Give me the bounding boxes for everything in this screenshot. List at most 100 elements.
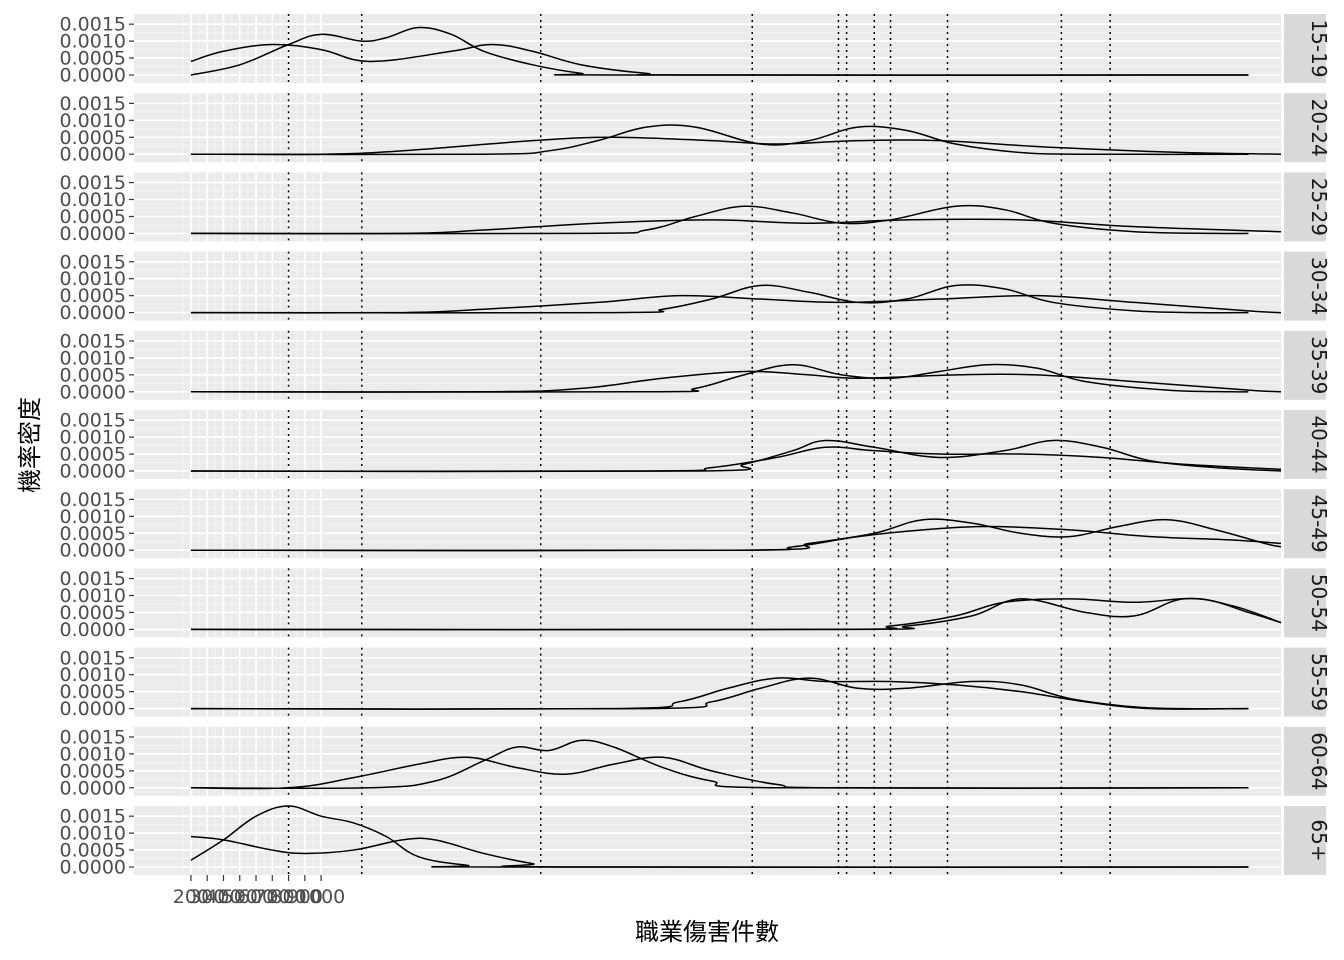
facet-strip-label: 50-54 bbox=[1307, 574, 1331, 632]
density-curve-25-29-2 bbox=[190, 204, 1249, 235]
density-curve-15-19-2 bbox=[190, 26, 1249, 76]
facet-strip bbox=[1284, 251, 1326, 321]
x-tick-label: 200 bbox=[173, 886, 209, 908]
facet-strip-label: 60-64 bbox=[1307, 732, 1331, 790]
density-curve-40-44-2 bbox=[190, 439, 1282, 473]
y-tick-label: 0.0015 bbox=[60, 568, 126, 590]
x-tick-label: 1000 bbox=[297, 886, 345, 908]
y-tick-label: 0.0005 bbox=[60, 48, 126, 70]
facet-strip bbox=[1284, 489, 1326, 559]
density-curve-35-39-2 bbox=[190, 363, 1249, 393]
facet-strip bbox=[1284, 172, 1326, 242]
facet-strip-label: 45-49 bbox=[1307, 495, 1331, 553]
facet-strip bbox=[1284, 647, 1326, 717]
y-tick-label: 0.0010 bbox=[60, 427, 126, 449]
y-tick-label: 0.0005 bbox=[60, 444, 126, 466]
y-tick-label: 0.0000 bbox=[60, 698, 126, 720]
y-tick-label: 0.0005 bbox=[60, 206, 126, 228]
y-tick-label: 0.0015 bbox=[60, 726, 126, 748]
facet-strip-label: 65+ bbox=[1307, 819, 1331, 861]
panel-background bbox=[134, 93, 1281, 163]
y-tick-label: 0.0015 bbox=[60, 806, 126, 828]
density-curve-30-34-2 bbox=[190, 284, 1249, 314]
y-tick-label: 0.0000 bbox=[60, 381, 126, 403]
y-tick-label: 0.0015 bbox=[60, 251, 126, 273]
x-tick-label: 300 bbox=[189, 886, 225, 908]
y-tick-label: 0.0015 bbox=[60, 172, 126, 194]
facet-strip bbox=[1284, 14, 1326, 83]
y-tick-label: 0.0010 bbox=[60, 585, 126, 607]
y-tick-label: 0.0010 bbox=[60, 823, 126, 845]
y-tick-label: 0.0005 bbox=[60, 523, 126, 545]
facet-strip bbox=[1284, 330, 1326, 400]
y-tick-label: 0.0010 bbox=[60, 506, 126, 528]
y-tick-label: 0.0000 bbox=[60, 461, 126, 483]
y-tick-label: 0.0000 bbox=[60, 777, 126, 799]
density-curve-60-64-2 bbox=[190, 739, 1249, 790]
density-curve-65+-2 bbox=[190, 805, 1249, 868]
panel-background bbox=[134, 14, 1281, 83]
y-tick-label: 0.0000 bbox=[60, 144, 126, 166]
y-tick-label: 0.0015 bbox=[60, 647, 126, 669]
facet-strip-label: 55-59 bbox=[1307, 653, 1331, 711]
x-tick-label: 600 bbox=[238, 886, 274, 908]
facet-strip-label: 40-44 bbox=[1307, 415, 1331, 473]
y-tick-label: 0.0010 bbox=[60, 268, 126, 290]
y-tick-label: 0.0000 bbox=[60, 857, 126, 879]
y-tick-label: 0.0010 bbox=[60, 664, 126, 686]
facet-strip bbox=[1284, 93, 1326, 163]
x-tick-label: 500 bbox=[222, 886, 258, 908]
panel-background bbox=[134, 568, 1281, 638]
y-tick-label: 0.0005 bbox=[60, 840, 126, 862]
panel-background bbox=[134, 330, 1281, 400]
y-tick-label: 0.0000 bbox=[60, 619, 126, 641]
x-axis-title: 職業傷害件數 bbox=[635, 918, 779, 946]
y-tick-label: 0.0015 bbox=[60, 489, 126, 511]
density-curve-30-34-1 bbox=[190, 294, 1282, 314]
x-tick-label: 400 bbox=[205, 886, 241, 908]
y-tick-label: 0.0000 bbox=[60, 223, 126, 245]
y-tick-label: 0.0015 bbox=[60, 93, 126, 115]
x-tick-label: 800 bbox=[270, 886, 306, 908]
density-curve-50-54-2 bbox=[190, 597, 1282, 631]
y-tick-label: 0.0010 bbox=[60, 743, 126, 765]
y-tick-label: 0.0015 bbox=[60, 410, 126, 432]
facet-strip bbox=[1284, 726, 1326, 796]
facet-strip bbox=[1284, 806, 1326, 875]
density-curve-20-24-2 bbox=[190, 124, 1249, 156]
panel-background bbox=[134, 489, 1281, 559]
y-tick-label: 0.0005 bbox=[60, 285, 126, 307]
y-tick-label: 0.0000 bbox=[60, 540, 126, 562]
panel-background bbox=[134, 172, 1281, 242]
density-curve-55-59-2 bbox=[190, 677, 1249, 710]
density-curve-45-49-2 bbox=[190, 518, 1282, 552]
facet-strip-label: 20-24 bbox=[1307, 99, 1331, 157]
y-tick-label: 0.0010 bbox=[60, 189, 126, 211]
y-tick-label: 0.0000 bbox=[60, 65, 126, 87]
panel-background bbox=[134, 726, 1281, 796]
panel-background bbox=[134, 251, 1281, 321]
y-axis-title: 機率密度 bbox=[16, 397, 44, 493]
y-tick-label: 0.0005 bbox=[60, 127, 126, 149]
y-tick-label: 0.0010 bbox=[60, 110, 126, 132]
y-tick-label: 0.0000 bbox=[60, 302, 126, 324]
y-tick-label: 0.0005 bbox=[60, 681, 126, 703]
y-tick-label: 0.0005 bbox=[60, 364, 126, 386]
facet-strip bbox=[1284, 410, 1326, 479]
x-tick-label: 700 bbox=[254, 886, 290, 908]
facet-strip-label: 30-34 bbox=[1307, 257, 1331, 315]
y-tick-label: 0.0005 bbox=[60, 602, 126, 624]
y-tick-label: 0.0010 bbox=[60, 347, 126, 369]
facet-strip bbox=[1284, 568, 1326, 638]
